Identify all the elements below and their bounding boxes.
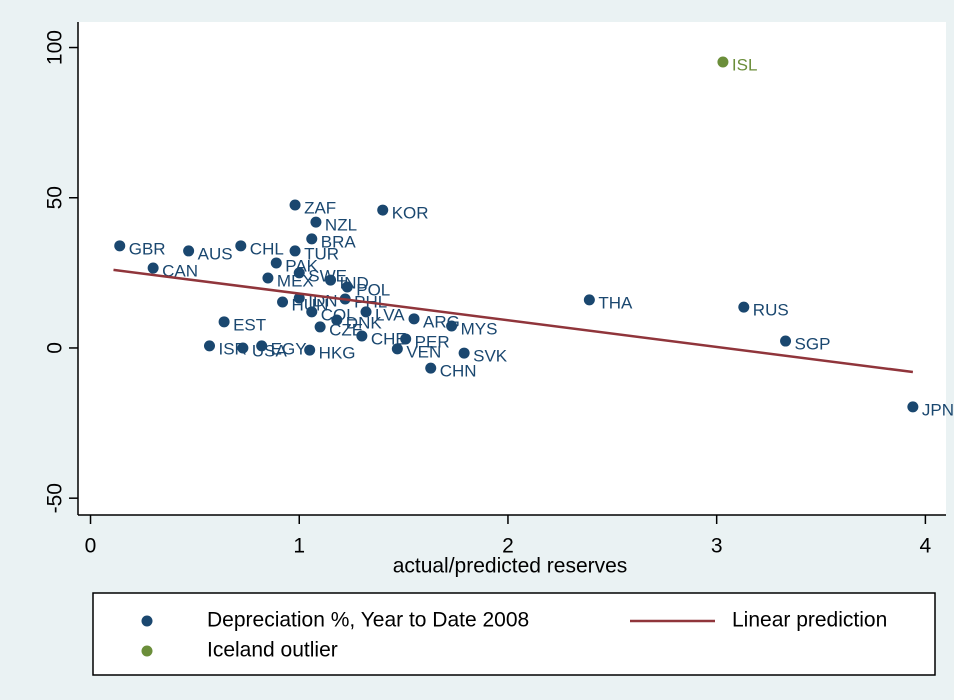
y-tick-label: -50 [44, 483, 67, 513]
y-tick-label: 0 [44, 342, 67, 354]
point-label: VEN [406, 342, 441, 361]
point [446, 320, 458, 332]
plot-region [78, 22, 946, 515]
point [400, 333, 412, 345]
point [458, 347, 470, 359]
point-label: GBR [129, 239, 166, 258]
legend-marker [141, 615, 153, 627]
point [377, 204, 389, 216]
point-label: MEX [277, 271, 314, 290]
point-label: PAK [285, 256, 318, 275]
point-label: EST [233, 315, 266, 334]
point-label: KOR [392, 204, 429, 223]
point [293, 292, 305, 304]
point-label: MYS [461, 320, 498, 339]
x-tick-label: 2 [502, 535, 514, 558]
point-label: EGY [271, 339, 307, 358]
point [360, 306, 372, 318]
point [341, 281, 353, 293]
point [314, 321, 326, 333]
regression-line [113, 268, 914, 374]
point-label: THA [598, 293, 633, 312]
legend-label: Linear prediction [732, 609, 887, 632]
point [304, 344, 316, 356]
point-label: CHN [440, 362, 477, 381]
point-label: SVK [473, 347, 508, 366]
point [310, 216, 322, 228]
legend [92, 592, 936, 676]
point [717, 56, 729, 68]
point [183, 245, 195, 257]
x-tick-label: 4 [920, 535, 932, 558]
point [262, 272, 274, 284]
legend-marker [141, 645, 153, 657]
point-label: CAN [162, 262, 198, 281]
point [277, 296, 289, 308]
point [237, 342, 249, 354]
point [306, 233, 318, 245]
point-label: HKG [319, 344, 356, 363]
point [289, 199, 301, 211]
point-label: JPN [922, 400, 954, 419]
point [256, 340, 268, 352]
point [738, 301, 750, 313]
point [408, 313, 420, 325]
point-label: PER [415, 332, 450, 351]
y-tick-label: 100 [44, 30, 67, 65]
point [235, 240, 247, 252]
point [147, 262, 159, 274]
point [780, 335, 792, 347]
point [425, 362, 437, 374]
point-label: CHL [250, 239, 284, 258]
point-label: SGP [795, 335, 831, 354]
point-label: TUR [304, 244, 339, 263]
point-label: BRA [321, 232, 357, 251]
point-label: ISL [732, 55, 758, 74]
point [218, 316, 230, 328]
point-label: LVA [375, 305, 405, 324]
point [583, 294, 595, 306]
point [325, 274, 337, 286]
point [203, 340, 215, 352]
point-label: RUS [753, 301, 789, 320]
point-label: ZAF [304, 198, 336, 217]
x-tick-label: 1 [293, 535, 305, 558]
point [289, 245, 301, 257]
legend-label: Iceland outlier [207, 639, 338, 662]
x-axis-label: actual/predicted reserves [393, 555, 628, 578]
point [293, 267, 305, 279]
point [331, 314, 343, 326]
x-tick-label: 0 [85, 535, 97, 558]
y-tick-label: 50 [44, 186, 67, 209]
point-label: DNK [346, 314, 383, 333]
point [270, 257, 282, 269]
point [114, 240, 126, 252]
x-tick-label: 3 [711, 535, 723, 558]
point-label: AUS [198, 244, 233, 263]
legend-label: Depreciation %, Year to Date 2008 [207, 609, 529, 632]
point [907, 401, 919, 413]
point [356, 330, 368, 342]
point-label: POL [356, 280, 390, 299]
point [306, 306, 318, 318]
point [391, 343, 403, 355]
point-label: NZL [325, 216, 357, 235]
